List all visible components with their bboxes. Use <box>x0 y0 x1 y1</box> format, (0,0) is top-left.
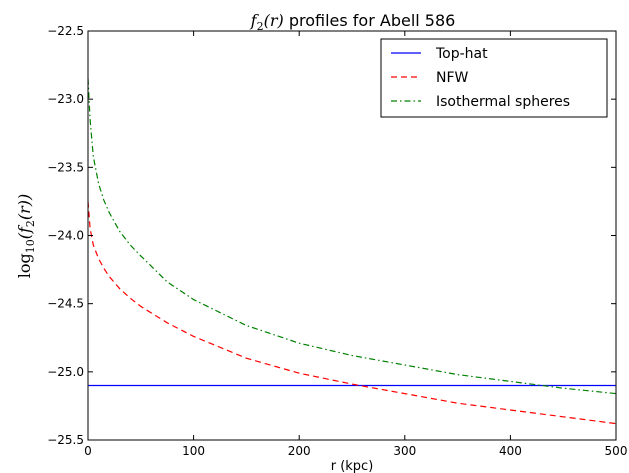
ylabel-inner-sub: 2 <box>24 220 37 227</box>
y-tick-label: −22.5 <box>47 24 84 38</box>
title-math-f: f <box>250 11 260 30</box>
chart-title: f2(r) profiles for Abell 586 <box>250 11 456 33</box>
title-math-sub: 2 <box>257 20 264 33</box>
y-axis-ticks: −25.5 −25.0 −24.5 −24.0 −23.5 −23.0 −22.5 <box>47 24 616 447</box>
x-tick-label: 100 <box>182 444 205 458</box>
legend-label: Top-hat <box>435 46 488 62</box>
legend-label: NFW <box>436 70 469 86</box>
series-line-3 <box>88 78 616 395</box>
y-tick-label: −24.0 <box>47 229 84 243</box>
title-rest: profiles for Abell 586 <box>284 11 456 30</box>
ylabel-log: log <box>15 253 34 278</box>
x-tick-label: 300 <box>393 444 416 458</box>
x-tick-label: 400 <box>499 444 522 458</box>
x-tick-label: 200 <box>288 444 311 458</box>
y-tick-label: −25.0 <box>47 365 84 379</box>
x-axis-label: r (kpc) <box>331 459 374 473</box>
y-tick-label: −24.5 <box>47 297 84 311</box>
legend: Top-hat NFW Isothermal spheres <box>380 38 608 118</box>
y-axis-label: log10(f2(r)) <box>15 194 37 279</box>
legend-label: Isothermal spheres <box>436 94 570 110</box>
x-tick-label: 0 <box>84 444 92 458</box>
x-axis-ticks: 0 100 200 300 400 500 <box>84 31 627 458</box>
ylabel-tail: (r)) <box>15 194 34 220</box>
y-tick-label: −23.0 <box>47 92 84 106</box>
y-tick-label: −23.5 <box>47 160 84 174</box>
ylabel-sub: 10 <box>24 239 37 253</box>
y-tick-label: −25.5 <box>47 433 84 447</box>
ylabel-inner: (f <box>15 224 34 239</box>
title-math-arg: (r) <box>264 11 284 30</box>
series-layer <box>88 78 616 425</box>
legend-box <box>380 38 608 118</box>
x-tick-label: 500 <box>605 444 628 458</box>
series-line-2 <box>88 201 616 425</box>
